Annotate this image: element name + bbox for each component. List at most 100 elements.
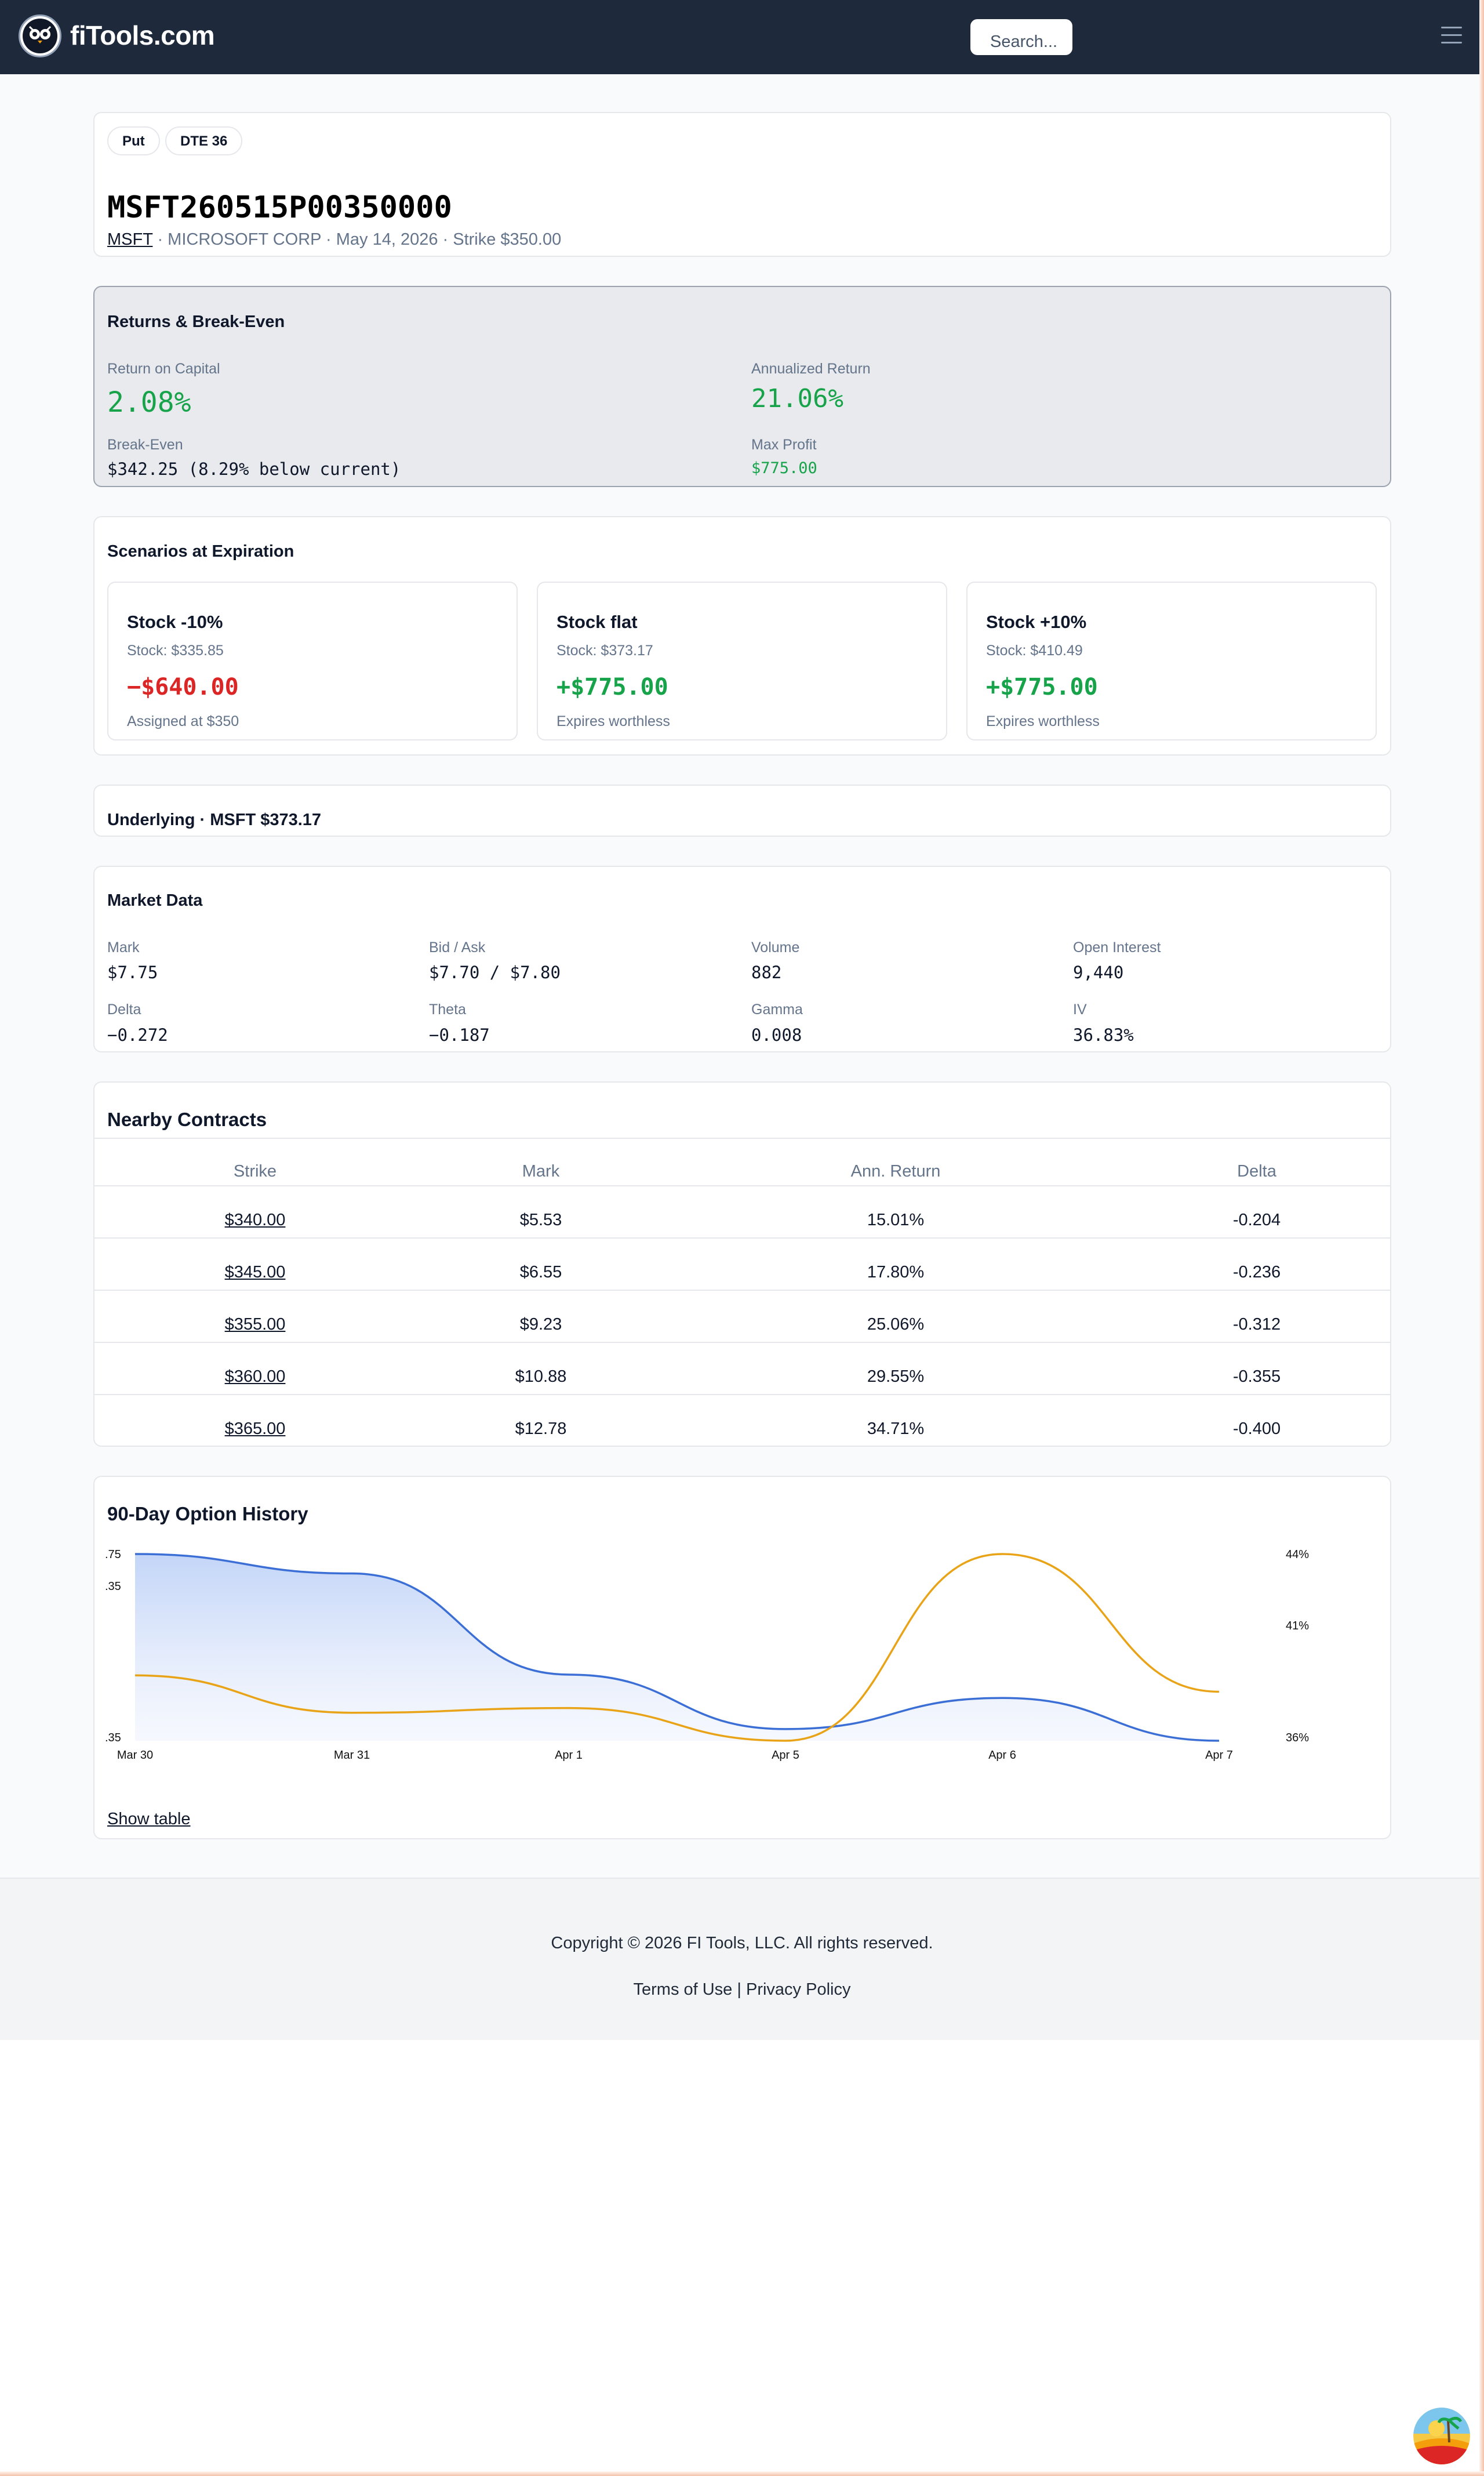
scenario-stock-price: Stock: $335.85 (127, 642, 224, 659)
maxprofit-value: $775.00 (751, 459, 817, 477)
right-axis-tick: 44% (1286, 1548, 1309, 1561)
link-separator: | (732, 1980, 746, 1999)
left-axis-tick: .35 (105, 1731, 121, 1744)
contract-header-card (93, 112, 1391, 257)
series-line (134, 1553, 1220, 1742)
search-input[interactable]: Search... (970, 19, 1072, 55)
market-data-card (93, 866, 1391, 1052)
strike-link[interactable]: $360.00 (224, 1367, 286, 1386)
ann-return-cell: 29.55% (867, 1367, 925, 1386)
volume-label: Volume (751, 939, 800, 956)
ann-return-cell: 15.01% (867, 1211, 925, 1229)
returns-card (93, 286, 1391, 487)
nearby-contracts-table: Strike Mark Ann. Return Delta $340.00 $5… (94, 1138, 1390, 1438)
breakeven-value: $342.25 (8.29% below current) (107, 459, 401, 479)
table-row: $355.00 $9.23 25.06% -0.312 (94, 1290, 1390, 1342)
nearby-contracts-card (93, 1081, 1391, 1447)
volume-value: 882 (751, 963, 782, 982)
ann-return-cell: 25.06% (867, 1315, 925, 1334)
x-axis-tick: Apr 1 (555, 1749, 583, 1762)
mark-value: $7.75 (107, 963, 158, 982)
site-brand-link[interactable]: fiTools.com (70, 20, 215, 50)
delta-cell: -0.312 (1232, 1315, 1281, 1334)
top-navigation-bar: fiTools.com Search... (0, 0, 1484, 74)
ticker-link[interactable]: MSFT (107, 230, 153, 249)
underlying-card (93, 785, 1391, 837)
column-header-ann-return[interactable]: Ann. Return (850, 1162, 941, 1181)
left-axis-tick: .75 (105, 1548, 121, 1561)
bid-ask-value: $7.70 / $7.80 (429, 963, 561, 982)
column-header-delta[interactable]: Delta (1237, 1162, 1276, 1181)
table-row: $360.00 $10.88 29.55% -0.355 (94, 1342, 1390, 1394)
annualized-label: Annualized Return (751, 361, 871, 377)
terms-link[interactable]: Terms of Use (633, 1980, 733, 1999)
strike-link[interactable]: $345.00 (224, 1263, 286, 1281)
strike-link[interactable]: $365.00 (224, 1419, 286, 1438)
contract-symbol: MSFT260515P00350000 (107, 190, 452, 225)
dte-badge: DTE 36 (165, 126, 243, 155)
open-interest-label: Open Interest (1073, 939, 1161, 956)
right-axis-tick: 41% (1286, 1620, 1309, 1632)
market-data-title: Market Data (107, 891, 203, 910)
column-header-mark[interactable]: Mark (522, 1162, 560, 1181)
delta-label: Delta (107, 1001, 141, 1018)
right-axis-tick: 36% (1286, 1731, 1309, 1744)
page-bottom-edge-decoration (0, 2471, 1484, 2476)
strike-link[interactable]: $340.00 (224, 1211, 286, 1229)
scenario-title: Stock +10% (986, 612, 1087, 632)
option-history-title: 90-Day Option History (107, 1503, 308, 1524)
chart-plot-area (134, 1553, 1220, 1742)
mark-cell: $10.88 (515, 1367, 567, 1386)
strike-link[interactable]: $355.00 (224, 1315, 286, 1334)
ann-return-cell: 17.80% (867, 1263, 925, 1281)
x-axis-tick: Apr 5 (772, 1749, 799, 1762)
underlying-title: Underlying · MSFT $373.17 (107, 811, 322, 829)
assistant-avatar-icon[interactable] (1413, 2408, 1470, 2464)
contract-details: · MICROSOFT CORP · May 14, 2026 · Strike… (152, 230, 562, 249)
hamburger-menu-icon[interactable] (1441, 27, 1462, 44)
x-axis-tick: Mar 30 (117, 1749, 153, 1762)
mark-label: Mark (107, 939, 140, 956)
scenario-note: Expires worthless (556, 713, 670, 729)
column-header-strike[interactable]: Strike (233, 1162, 277, 1181)
roc-label: Return on Capital (107, 361, 220, 377)
annualized-value: 21.06% (751, 384, 843, 413)
delta-cell: -0.204 (1232, 1211, 1281, 1229)
show-table-link[interactable]: Show table (107, 1810, 191, 1828)
privacy-link[interactable]: Privacy Policy (745, 1980, 851, 1999)
theta-value: −0.187 (429, 1025, 490, 1045)
legal-links: Terms of Use | Privacy Policy (0, 1980, 1484, 1999)
nearby-contracts-title: Nearby Contracts (107, 1109, 267, 1130)
returns-title: Returns & Break-Even (107, 313, 285, 331)
theta-label: Theta (429, 1001, 466, 1018)
scenario-down-10: Stock -10% Stock: $335.85 −$640.00 Assig… (107, 582, 518, 740)
maxprofit-label: Max Profit (751, 437, 817, 453)
scenario-stock-price: Stock: $373.17 (556, 642, 653, 659)
scenario-note: Assigned at $350 (127, 713, 239, 729)
series-area-fill (135, 1554, 1219, 1741)
gamma-value: 0.008 (751, 1025, 802, 1045)
scenario-up-10: Stock +10% Stock: $410.49 +$775.00 Expir… (966, 582, 1377, 740)
mark-cell: $6.55 (519, 1263, 562, 1281)
iv-value: 36.83% (1073, 1025, 1134, 1045)
left-axis-tick: .35 (105, 1580, 121, 1593)
option-type-badge: Put (107, 126, 160, 155)
scenario-pl: −$640.00 (127, 674, 239, 700)
scenario-title: Stock -10% (127, 612, 223, 632)
bid-ask-label: Bid / Ask (429, 939, 486, 956)
delta-cell: -0.236 (1232, 1263, 1281, 1281)
series-line (134, 1553, 1220, 1742)
x-axis-tick: Apr 6 (988, 1749, 1016, 1762)
contract-subtitle: MSFT · MICROSOFT CORP · May 14, 2026 · S… (107, 230, 561, 249)
footer (0, 1878, 1484, 2040)
x-axis-tick: Apr 7 (1205, 1749, 1233, 1762)
mark-cell: $12.78 (515, 1419, 567, 1438)
scenario-pl: +$775.00 (556, 674, 668, 700)
mark-cell: $9.23 (519, 1315, 562, 1334)
option-history-chart: .75 .35 .35 44% 41% 36% Mar 30 Mar 31 Ap… (105, 1548, 1309, 1762)
table-row: $365.00 $12.78 34.71% -0.400 (94, 1394, 1390, 1446)
gamma-label: Gamma (751, 1001, 803, 1018)
breakeven-label: Break-Even (107, 437, 183, 453)
owl-logo-icon[interactable] (19, 14, 61, 57)
table-row: $340.00 $5.53 15.01% -0.204 (94, 1185, 1390, 1237)
